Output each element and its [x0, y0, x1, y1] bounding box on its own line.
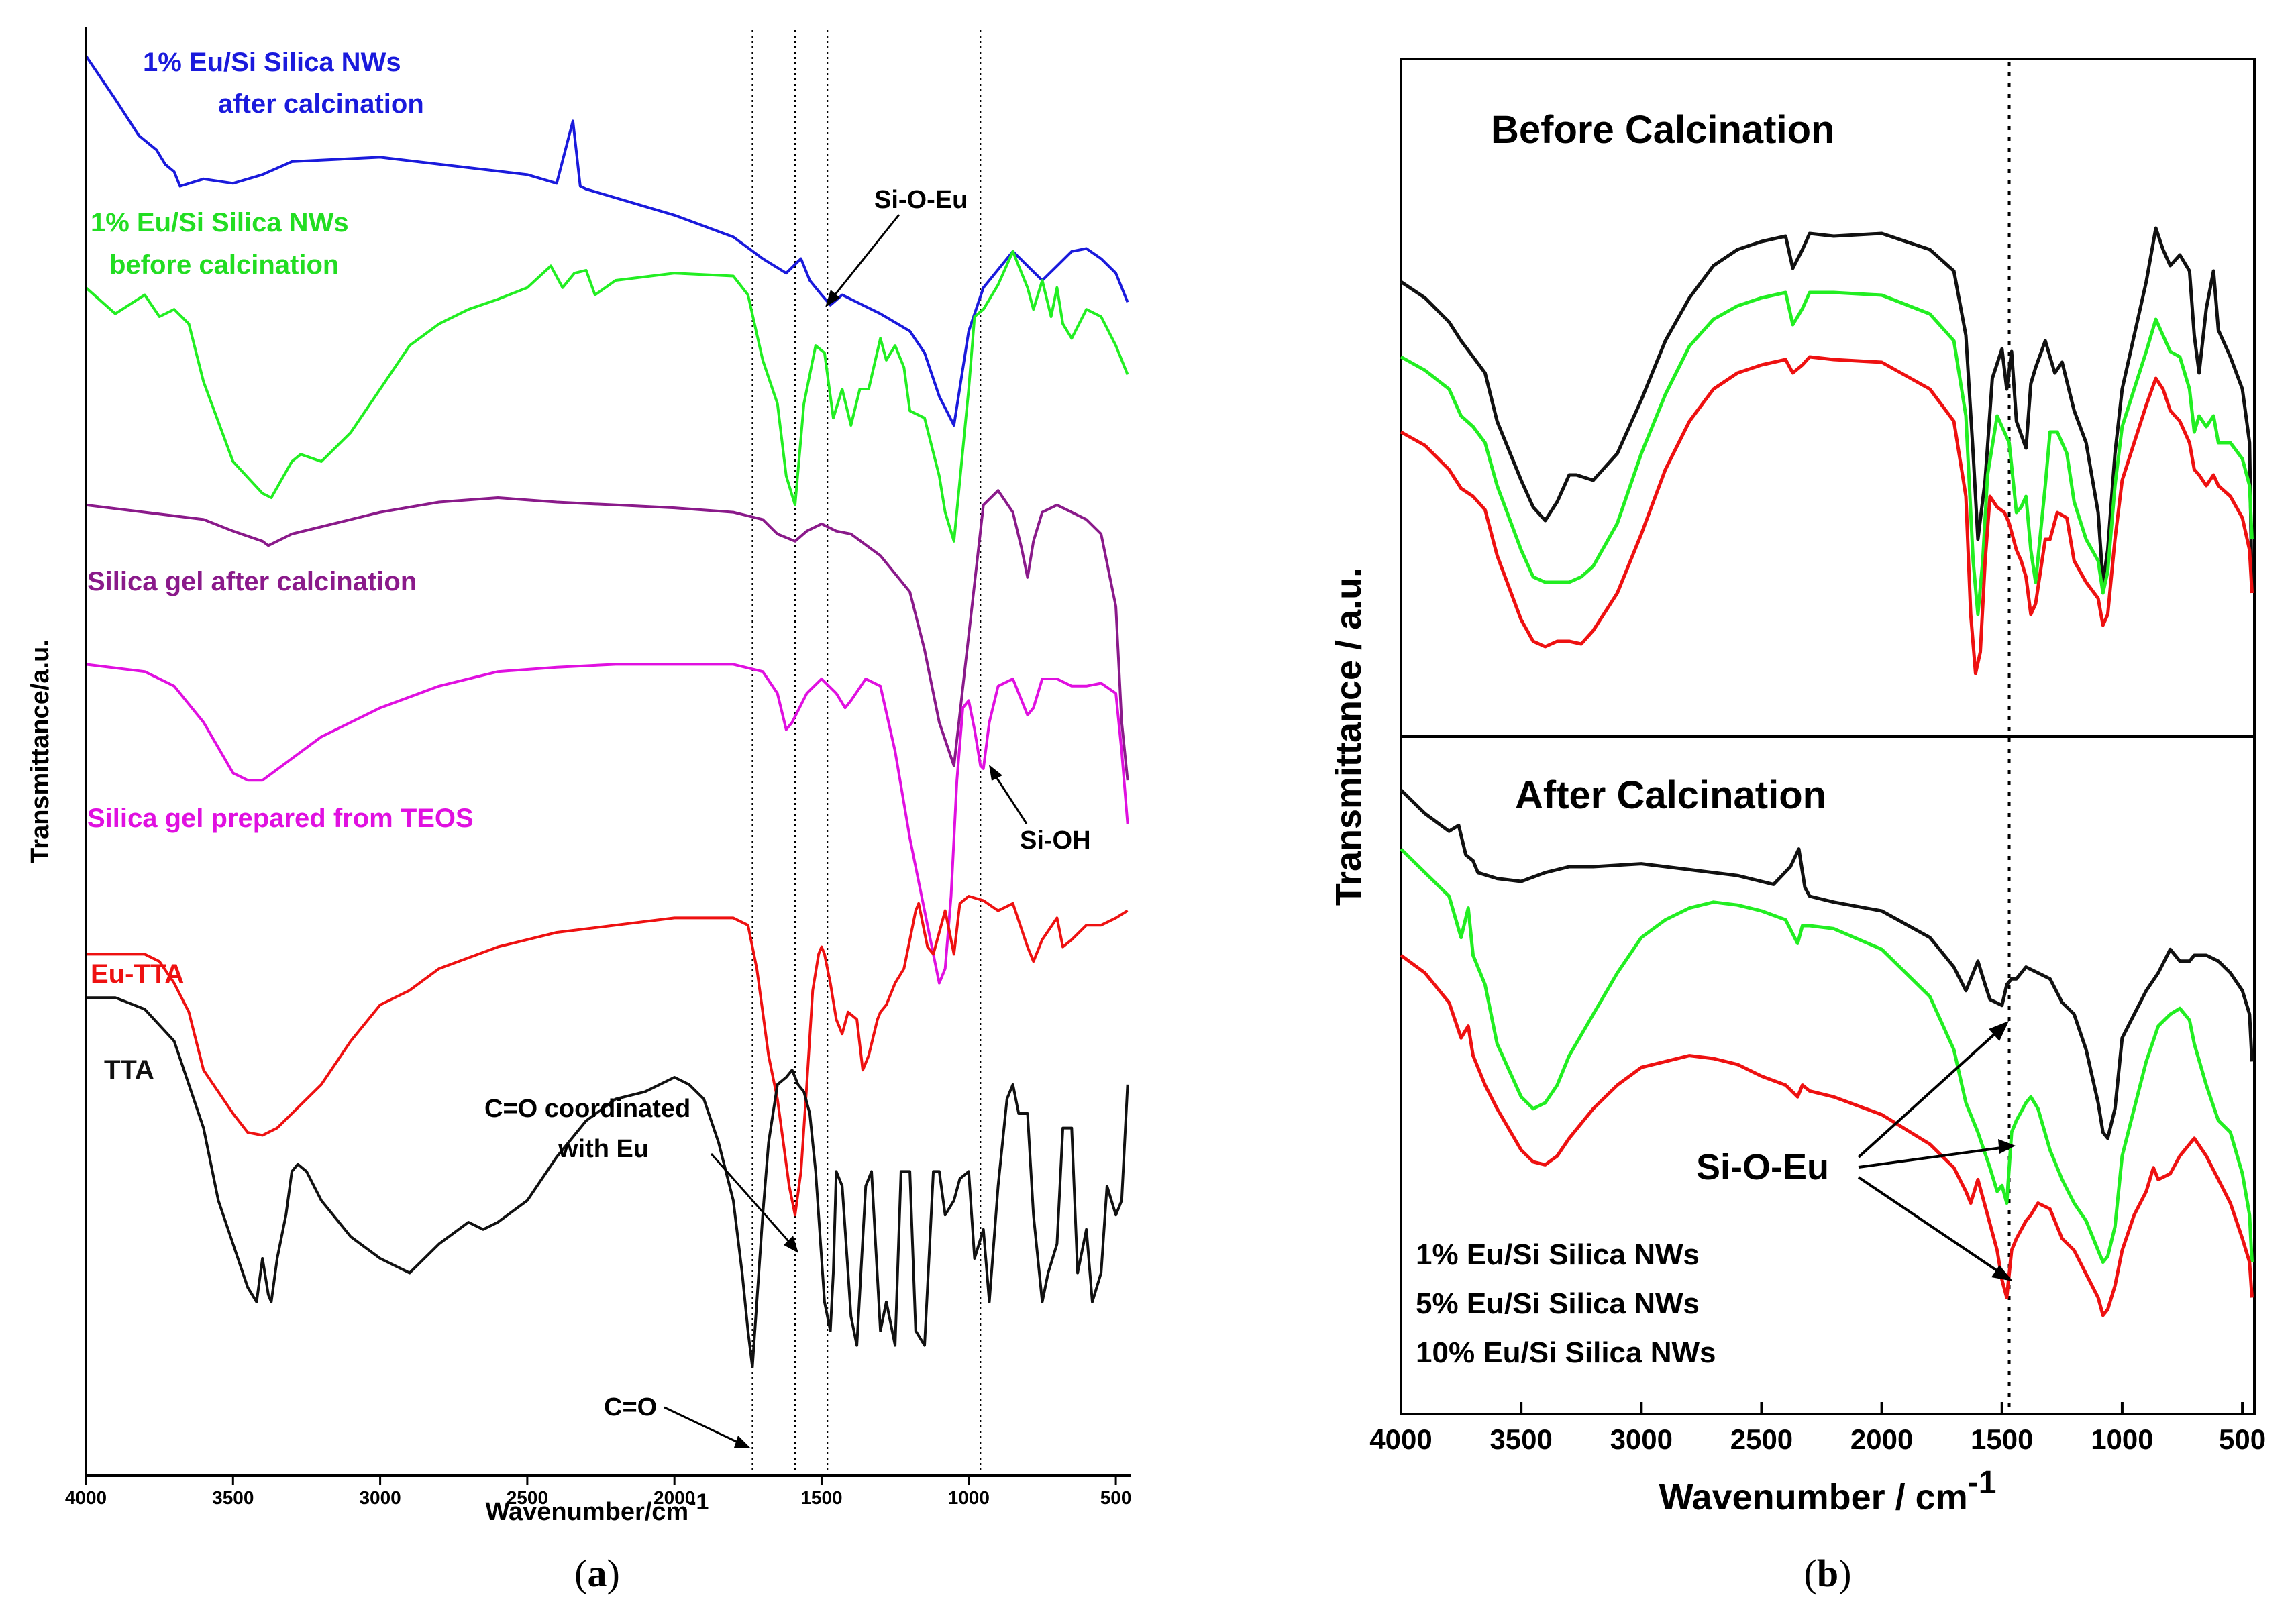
- x-tick-label-b: 2500: [1730, 1423, 1793, 1455]
- legend-item-10: 10% Eu/Si Silica NWs: [1416, 1336, 1716, 1369]
- annotation-co-coordinated-line2: with Eu: [558, 1135, 649, 1163]
- y-axis-title-b: Transmittance / a.u.: [1328, 567, 1369, 906]
- series-line-eu-tta: [86, 895, 1129, 1217]
- arrowhead-si-o-eu-b-3: [1991, 1265, 2013, 1281]
- x-tick-label-b: 1500: [1971, 1423, 2033, 1455]
- legend-b: 1% Eu/Si Silica NWs 5% Eu/Si Silica NWs …: [1416, 1238, 1716, 1369]
- arrow-si-o-eu-a: [828, 214, 900, 303]
- legend-item-5: 5% Eu/Si Silica NWs: [1416, 1287, 1700, 1320]
- series-line-1-eu-si-silica-nws-before-calcination: [85, 250, 1129, 543]
- panel-b: 4000 3500 3000 2500 2000 1500 1000 500 Before C…: [1328, 58, 2266, 1595]
- arrowhead-co: [734, 1436, 750, 1448]
- arrow-si-o-eu-b-1: [1857, 1028, 2001, 1158]
- x-tick-label-a: 1000: [948, 1487, 990, 1508]
- arrowhead-co-coordinated: [784, 1236, 798, 1253]
- caption-b: (b): [1804, 1552, 1852, 1595]
- annotation-co: C=O: [604, 1393, 657, 1421]
- arrow-si-oh: [990, 769, 1028, 824]
- annotation-si-oh: Si-OH: [1020, 826, 1091, 855]
- y-axis-title-a: Transmittance/a.u.: [26, 639, 54, 863]
- legend-item-1: 1% Eu/Si Silica NWs: [1416, 1238, 1700, 1271]
- series-line-1-eu-si-silica-nws-after-calcination: [85, 55, 1129, 427]
- series-label-after-calc-line1: 1% Eu/Si Silica NWs: [143, 48, 401, 77]
- annotation-si-o-eu-a: Si-O-Eu: [874, 186, 968, 214]
- x-tick-label-b: 3000: [1610, 1423, 1673, 1455]
- subpanel-title-after: After Calcination: [1515, 773, 1826, 817]
- arrowhead-si-oh: [989, 765, 1002, 781]
- arrowhead-si-o-eu-a: [825, 290, 840, 307]
- series-line-silica-gel-after-calcination: [85, 489, 1129, 781]
- x-tick-label-a: 1500: [800, 1487, 842, 1508]
- series-label-eu-tta: Eu-TTA: [91, 959, 184, 989]
- annotation-co-coordinated-line1: C=O coordinated: [484, 1095, 690, 1123]
- series-line-after-calcination-10-eu-si-silica-nws: [1400, 953, 2254, 1317]
- x-tick-label-a: 2000: [654, 1487, 695, 1508]
- series-label-after-calc-line2: after calcination: [218, 89, 424, 119]
- arrow-co: [664, 1406, 744, 1446]
- x-axis-title-a: Wavenumber/cm-1: [486, 1489, 709, 1526]
- series-line-silica-gel-prepared-from-teos: [85, 663, 1129, 985]
- series-group-a: [85, 55, 1129, 1368]
- x-ticks-b: 4000 3500 3000 2500 2000 1500 1000 500: [1369, 1402, 2266, 1455]
- x-tick-label-a: 2500: [507, 1487, 548, 1508]
- reference-lines-a: [751, 30, 982, 1476]
- caption-a: (a): [574, 1552, 620, 1595]
- x-tick-label-b: 500: [2219, 1423, 2266, 1455]
- annotation-si-o-eu-b: Si-O-Eu: [1696, 1147, 1829, 1187]
- x-tick-label-b: 2000: [1850, 1423, 1913, 1455]
- x-ticks-a: 4000 3500 3000 2500 2000 1500 1000 500: [65, 1476, 1132, 1508]
- panel-a: 4000 3500 3000 2500 2000 1500 1000 500 Wavenumb…: [26, 27, 1131, 1595]
- series-label-before-calc-line2: before calcination: [109, 250, 339, 280]
- series-line-tta: [86, 996, 1129, 1368]
- x-tick-label-a: 500: [1100, 1487, 1132, 1508]
- series-line-after-calcination-5-eu-si-silica-nws: [1400, 847, 2254, 1264]
- series-label-silica-teos: Silica gel prepared from TEOS: [87, 804, 474, 833]
- arrowhead-si-o-eu-b-2: [1998, 1139, 2016, 1154]
- series-label-before-calc-line1: 1% Eu/Si Silica NWs: [91, 208, 349, 237]
- arrowhead-si-o-eu-b-1: [1989, 1021, 2009, 1041]
- x-tick-label-b: 4000: [1369, 1423, 1432, 1455]
- x-tick-label-b: 1000: [2091, 1423, 2153, 1455]
- arrow-co-coordinated: [710, 1153, 794, 1247]
- x-tick-label-a: 3000: [359, 1487, 401, 1508]
- series-line-before-calcination-10-eu-si-silica-nws: [1400, 355, 2254, 675]
- arrow-si-o-eu-b-2: [1858, 1146, 2007, 1169]
- x-tick-label-a: 4000: [65, 1487, 107, 1508]
- series-line-before-calcination-1-eu-si-silica-nws: [1400, 226, 2254, 594]
- series-label-tta: TTA: [104, 1055, 154, 1085]
- series-label-silica-after-calc: Silica gel after calcination: [87, 567, 417, 596]
- x-tick-label-b: 3500: [1490, 1423, 1552, 1455]
- arrow-si-o-eu-b-3: [1857, 1176, 2004, 1276]
- x-tick-label-a: 3500: [212, 1487, 254, 1508]
- subpanel-title-before: Before Calcination: [1491, 108, 1834, 152]
- series-line-after-calcination-1-eu-si-silica-nws: [1400, 788, 2254, 1140]
- x-axis-title-b: Wavenumber / cm-1: [1659, 1465, 1997, 1517]
- series-line-before-calcination-5-eu-si-silica-nws: [1400, 290, 2254, 616]
